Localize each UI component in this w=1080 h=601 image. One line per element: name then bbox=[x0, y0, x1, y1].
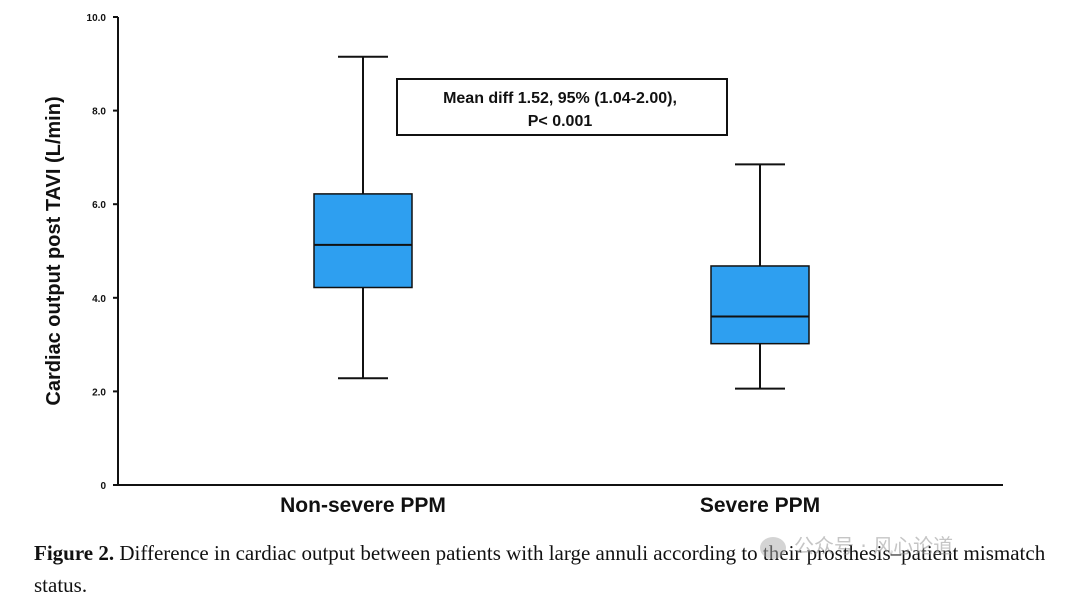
y-ticks: 0 2.0 4.0 6.0 8.0 10.0 bbox=[87, 13, 118, 492]
box-plot-chart: 0 2.0 4.0 6.0 8.0 10.0 Non-severe PPM Severe P… bbox=[43, 13, 1003, 517]
y-tick-label: 8.0 bbox=[92, 107, 106, 118]
caption-label: Figure 2. bbox=[34, 541, 115, 565]
watermark: 公众号 · 风心论道 bbox=[760, 530, 953, 559]
box-1 bbox=[313, 55, 413, 380]
y-axis-title: Cardiac output post TAVI (L/min) bbox=[43, 96, 65, 405]
x-category-label: Severe PPM bbox=[700, 494, 820, 517]
y-tick-label: 2.0 bbox=[92, 387, 106, 398]
y-tick-label: 4.0 bbox=[92, 294, 106, 305]
box-2 bbox=[710, 163, 810, 390]
boxes bbox=[313, 55, 810, 390]
iqr-box bbox=[313, 193, 413, 289]
iqr-box bbox=[710, 265, 810, 345]
y-tick-label: 6.0 bbox=[92, 200, 106, 211]
x-category-labels: Non-severe PPM Severe PPM bbox=[280, 494, 820, 517]
watermark-text: 公众号 · 风心论道 bbox=[794, 534, 954, 558]
annotation-line-2: P< 0.001 bbox=[528, 113, 593, 130]
x-category-label: Non-severe PPM bbox=[280, 494, 446, 517]
annotation-line-1: Mean diff 1.52, 95% (1.04-2.00), bbox=[443, 90, 677, 107]
wechat-icon bbox=[760, 536, 786, 559]
y-tick-label: 0 bbox=[100, 481, 106, 492]
annotation-box: Mean diff 1.52, 95% (1.04-2.00), P< 0.00… bbox=[396, 78, 728, 136]
y-tick-label: 10.0 bbox=[87, 13, 107, 24]
